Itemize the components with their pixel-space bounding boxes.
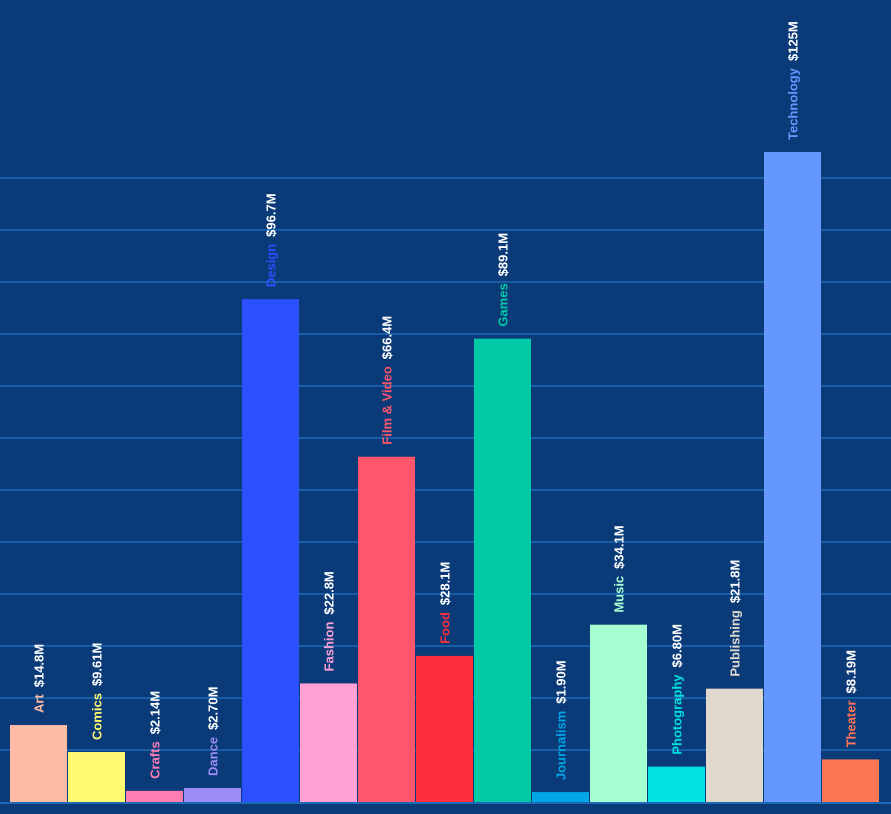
bar-label: Games $89.1M xyxy=(496,233,511,327)
bar-theater xyxy=(822,759,879,802)
category-label: Music xyxy=(612,576,627,613)
bar-label: Music $34.1M xyxy=(612,525,627,612)
value-label: $14.8M xyxy=(32,644,47,687)
bar-food xyxy=(416,655,473,802)
category-label: Photography xyxy=(670,674,685,755)
bar-technology xyxy=(764,152,821,802)
bar-label: Journalism $1.90M xyxy=(554,660,569,780)
value-label: $2.70M xyxy=(206,687,221,730)
category-label: Dance xyxy=(206,737,221,776)
bar-label: Photography $6.80M xyxy=(670,624,685,755)
bar-label: Food $28.1M xyxy=(438,562,453,644)
bar-label: Film & Video $66.4M xyxy=(380,316,395,445)
bar-labels: Art $14.8M Comics $9.61M Crafts $2.14M Dance $2… xyxy=(32,21,859,780)
bar-label: Dance $2.70M xyxy=(206,687,221,776)
value-label: $2.14M xyxy=(148,691,163,734)
category-label: Fashion xyxy=(322,622,337,672)
value-label: $28.1M xyxy=(438,562,453,605)
category-label: Journalism xyxy=(554,711,569,780)
value-label: $125M xyxy=(786,21,801,61)
category-label: Food xyxy=(438,612,453,644)
category-label: Theater xyxy=(844,700,859,747)
bar-comics xyxy=(68,752,125,802)
category-label: Film & Video xyxy=(380,366,395,445)
bar-label: Theater $8.19M xyxy=(844,650,859,747)
category-label: Crafts xyxy=(148,741,163,779)
bar-label: Art $14.8M xyxy=(32,644,47,713)
bars xyxy=(10,152,879,802)
value-label: $96.7M xyxy=(264,193,279,236)
bar-label: Comics $9.61M xyxy=(90,643,105,740)
bar-music xyxy=(590,624,647,802)
bar-film-video xyxy=(358,456,415,802)
category-label: Comics xyxy=(90,693,105,740)
category-label: Design xyxy=(264,244,279,287)
bar-dance xyxy=(184,787,241,802)
bar-label: Design $96.7M xyxy=(264,193,279,287)
bar-publishing xyxy=(706,688,763,802)
value-label: $1.90M xyxy=(554,660,569,703)
bar-games xyxy=(474,338,531,802)
value-label: $34.1M xyxy=(612,525,627,568)
bar-label: Fashion $22.8M xyxy=(322,571,337,671)
bar-art xyxy=(10,725,67,802)
value-label: $22.8M xyxy=(322,571,337,614)
value-label: $66.4M xyxy=(380,316,395,359)
bar-journalism xyxy=(532,792,589,802)
bar-label: Crafts $2.14M xyxy=(148,691,163,779)
value-label: $6.80M xyxy=(670,624,685,667)
bar-label: Publishing $21.8M xyxy=(728,560,743,677)
category-label: Art xyxy=(32,694,47,713)
bar-label: Technology $125M xyxy=(786,21,801,140)
value-label: $89.1M xyxy=(496,233,511,276)
value-label: $8.19M xyxy=(844,650,859,693)
bar-design xyxy=(242,299,299,802)
bar-fashion xyxy=(300,683,357,802)
bar-photography xyxy=(648,766,705,802)
value-label: $9.61M xyxy=(90,643,105,686)
category-label: Games xyxy=(496,283,511,326)
category-label: Technology xyxy=(786,67,801,140)
category-label: Publishing xyxy=(728,610,743,677)
bar-crafts xyxy=(126,790,183,802)
value-label: $21.8M xyxy=(728,560,743,603)
